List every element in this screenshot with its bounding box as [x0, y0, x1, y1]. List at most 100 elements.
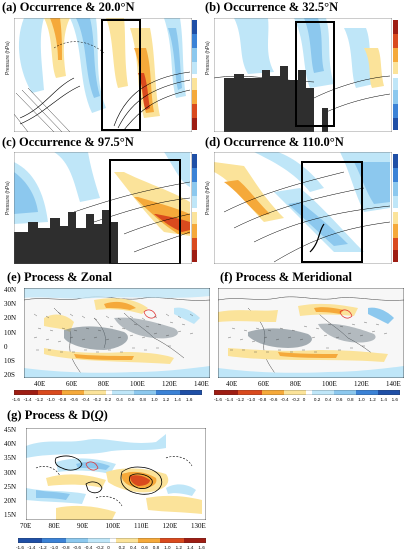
lon-tick-label: 140E — [386, 380, 401, 388]
panel-b-ylabel: Pressure (hPa) — [205, 41, 211, 75]
colorbar-tick-label: -1.6 — [12, 397, 20, 402]
panel-g-title-q: Q — [94, 408, 104, 422]
panel-d-plot — [214, 152, 392, 264]
colorbar-tick-label: 1.4 — [187, 545, 194, 550]
colorbar-tick-label: 1.2 — [162, 397, 170, 402]
colorbar-tick-label: 0 — [302, 397, 306, 402]
lon-tick-label: 120E — [162, 522, 178, 530]
colorbar-tick-label: -1.2 — [38, 545, 47, 550]
lon-tick-label: 60E — [66, 380, 78, 388]
colorbar-tick-label: 0.8 — [152, 545, 160, 550]
colorbar-tick-label: 1.0 — [164, 545, 171, 550]
lon-tick-label: 100E — [130, 380, 145, 388]
colorbar-tick-label: -0.6 — [269, 397, 278, 402]
panel-c-colorbar — [192, 154, 197, 262]
colorbar-tick-label: -0.2 — [291, 397, 300, 402]
panel-g-title-suffix: ) — [103, 408, 108, 422]
lat-tick-label: 30N — [4, 300, 17, 309]
colorbar-tick-label: 0.6 — [141, 545, 148, 550]
lon-tick-label: 80E — [290, 380, 302, 388]
colorbar-tick-label: -0.4 — [81, 397, 90, 402]
colorbar-tick-label: 1.0 — [358, 397, 365, 402]
colorbar-tick-label: 1.2 — [175, 545, 182, 550]
lon-tick-label: 110E — [134, 522, 149, 530]
panel-g-map — [26, 428, 206, 520]
colorbar-tick-label: 0.2 — [118, 545, 125, 550]
colorbar-tick-label: 1.0 — [151, 397, 158, 402]
colorbar-tick-label: -0.2 — [95, 545, 104, 550]
colorbar-tick-label: -1.2 — [236, 397, 245, 402]
lat-tick-label: 45N — [4, 426, 17, 434]
colorbar-tick-label: -1.0 — [46, 397, 55, 402]
lon-tick-label: 90E — [77, 522, 89, 530]
panel-e-colorbar — [14, 390, 202, 395]
colorbar-tick-label: 1.6 — [186, 397, 193, 402]
colorbar-tick-label: -1.6 — [16, 545, 24, 550]
lat-tick-label: 20N — [4, 314, 17, 323]
colorbar-tick-label: -0.8 — [58, 397, 67, 402]
lat-tick-label: 0 — [4, 342, 8, 351]
panel-g-title: (g) Process & D(Q) — [7, 408, 108, 423]
colorbar-tick-label: 1.4 — [174, 397, 181, 402]
colorbar-tick-label: -0.2 — [93, 397, 102, 402]
panel-g-title-prefix: (g) Process & D( — [7, 408, 95, 422]
colorbar-tick-label: 0.6 — [128, 397, 135, 402]
panel-a-ylabel: Pressure (hPa) — [5, 41, 11, 75]
lon-tick-label: 80E — [98, 380, 110, 388]
panel-e-title: (e) Process & Zonal — [7, 270, 112, 284]
lon-tick-label: 60E — [258, 380, 270, 388]
lat-tick-label: 25N — [4, 482, 17, 491]
panel-a-title: (a) Occurrence & 20.0°N — [2, 0, 135, 14]
lon-tick-label: 70E — [20, 522, 32, 530]
colorbar-tick-label: 1.6 — [198, 545, 205, 550]
lat-tick-label: 20N — [4, 497, 17, 505]
colorbar-tick-label: 0.4 — [116, 397, 123, 402]
colorbar-tick-label: 0.2 — [313, 397, 321, 402]
colorbar-tick-label: -1.4 — [23, 397, 32, 402]
lon-tick-label: 100E — [105, 522, 121, 530]
colorbar-tick-label: -1.4 — [27, 545, 36, 550]
panel-a-colorbar — [192, 20, 197, 130]
colorbar-tick-label: -0.4 — [84, 545, 93, 550]
panel-c-ylabel: Pressure (hPa) — [5, 181, 11, 215]
colorbar-tick-label: 1.4 — [380, 397, 387, 402]
colorbar-tick-label: -1.6 — [214, 397, 222, 402]
lon-tick-label: 80E — [48, 522, 60, 530]
panel-f-map — [218, 288, 404, 378]
colorbar-tick-label: 0.8 — [347, 397, 354, 402]
lon-tick-label: 120E — [354, 380, 369, 388]
panel-b-title: (b) Occurrence & 32.5°N — [205, 0, 339, 14]
lat-tick-label: 35N — [4, 454, 17, 463]
panel-f-title: (f) Process & Meridional — [220, 270, 353, 284]
lon-tick-label: 100E — [322, 380, 337, 388]
colorbar-tick-label: 0.4 — [130, 545, 137, 550]
panel-f-colorbar — [214, 390, 400, 395]
lat-tick-label: 10N — [4, 328, 17, 337]
colorbar-tick-label: -0.4 — [280, 397, 289, 402]
colorbar-tick-label: 0.6 — [336, 397, 343, 402]
lat-tick-label: 15N — [4, 511, 17, 520]
colorbar-tick-label: 0.4 — [325, 397, 332, 402]
panel-d-colorbar — [393, 154, 398, 262]
lat-tick-label: 40N — [4, 440, 17, 449]
colorbar-tick-label: 1.2 — [369, 397, 376, 402]
lat-tick-label: 20S — [4, 371, 15, 380]
colorbar-tick-label: -0.8 — [258, 397, 267, 402]
panel-d-ylabel: Pressure (hPa) — [205, 181, 211, 215]
lon-tick-label: 140E — [194, 380, 209, 388]
lon-tick-label: 120E — [162, 380, 177, 388]
lon-tick-label: 40E — [226, 380, 238, 388]
panel-c-title: (c) Occurrence & 97.5°N — [2, 135, 134, 149]
colorbar-tick-label: -0.8 — [61, 545, 70, 550]
colorbar-tick-label: -1.4 — [225, 397, 234, 402]
colorbar-tick-label: -0.6 — [70, 397, 78, 402]
panel-b-plot — [214, 18, 392, 132]
colorbar-tick-label: -1.0 — [50, 545, 59, 550]
panel-c-plot — [14, 152, 192, 264]
colorbar-tick-label: -1.2 — [35, 397, 44, 402]
panel-a-plot — [14, 18, 192, 132]
panel-e-map — [24, 288, 210, 378]
colorbar-tick-label: 0.8 — [139, 397, 146, 402]
lat-tick-label: 30N — [4, 468, 17, 477]
colorbar-tick-label: 0 — [107, 545, 110, 550]
